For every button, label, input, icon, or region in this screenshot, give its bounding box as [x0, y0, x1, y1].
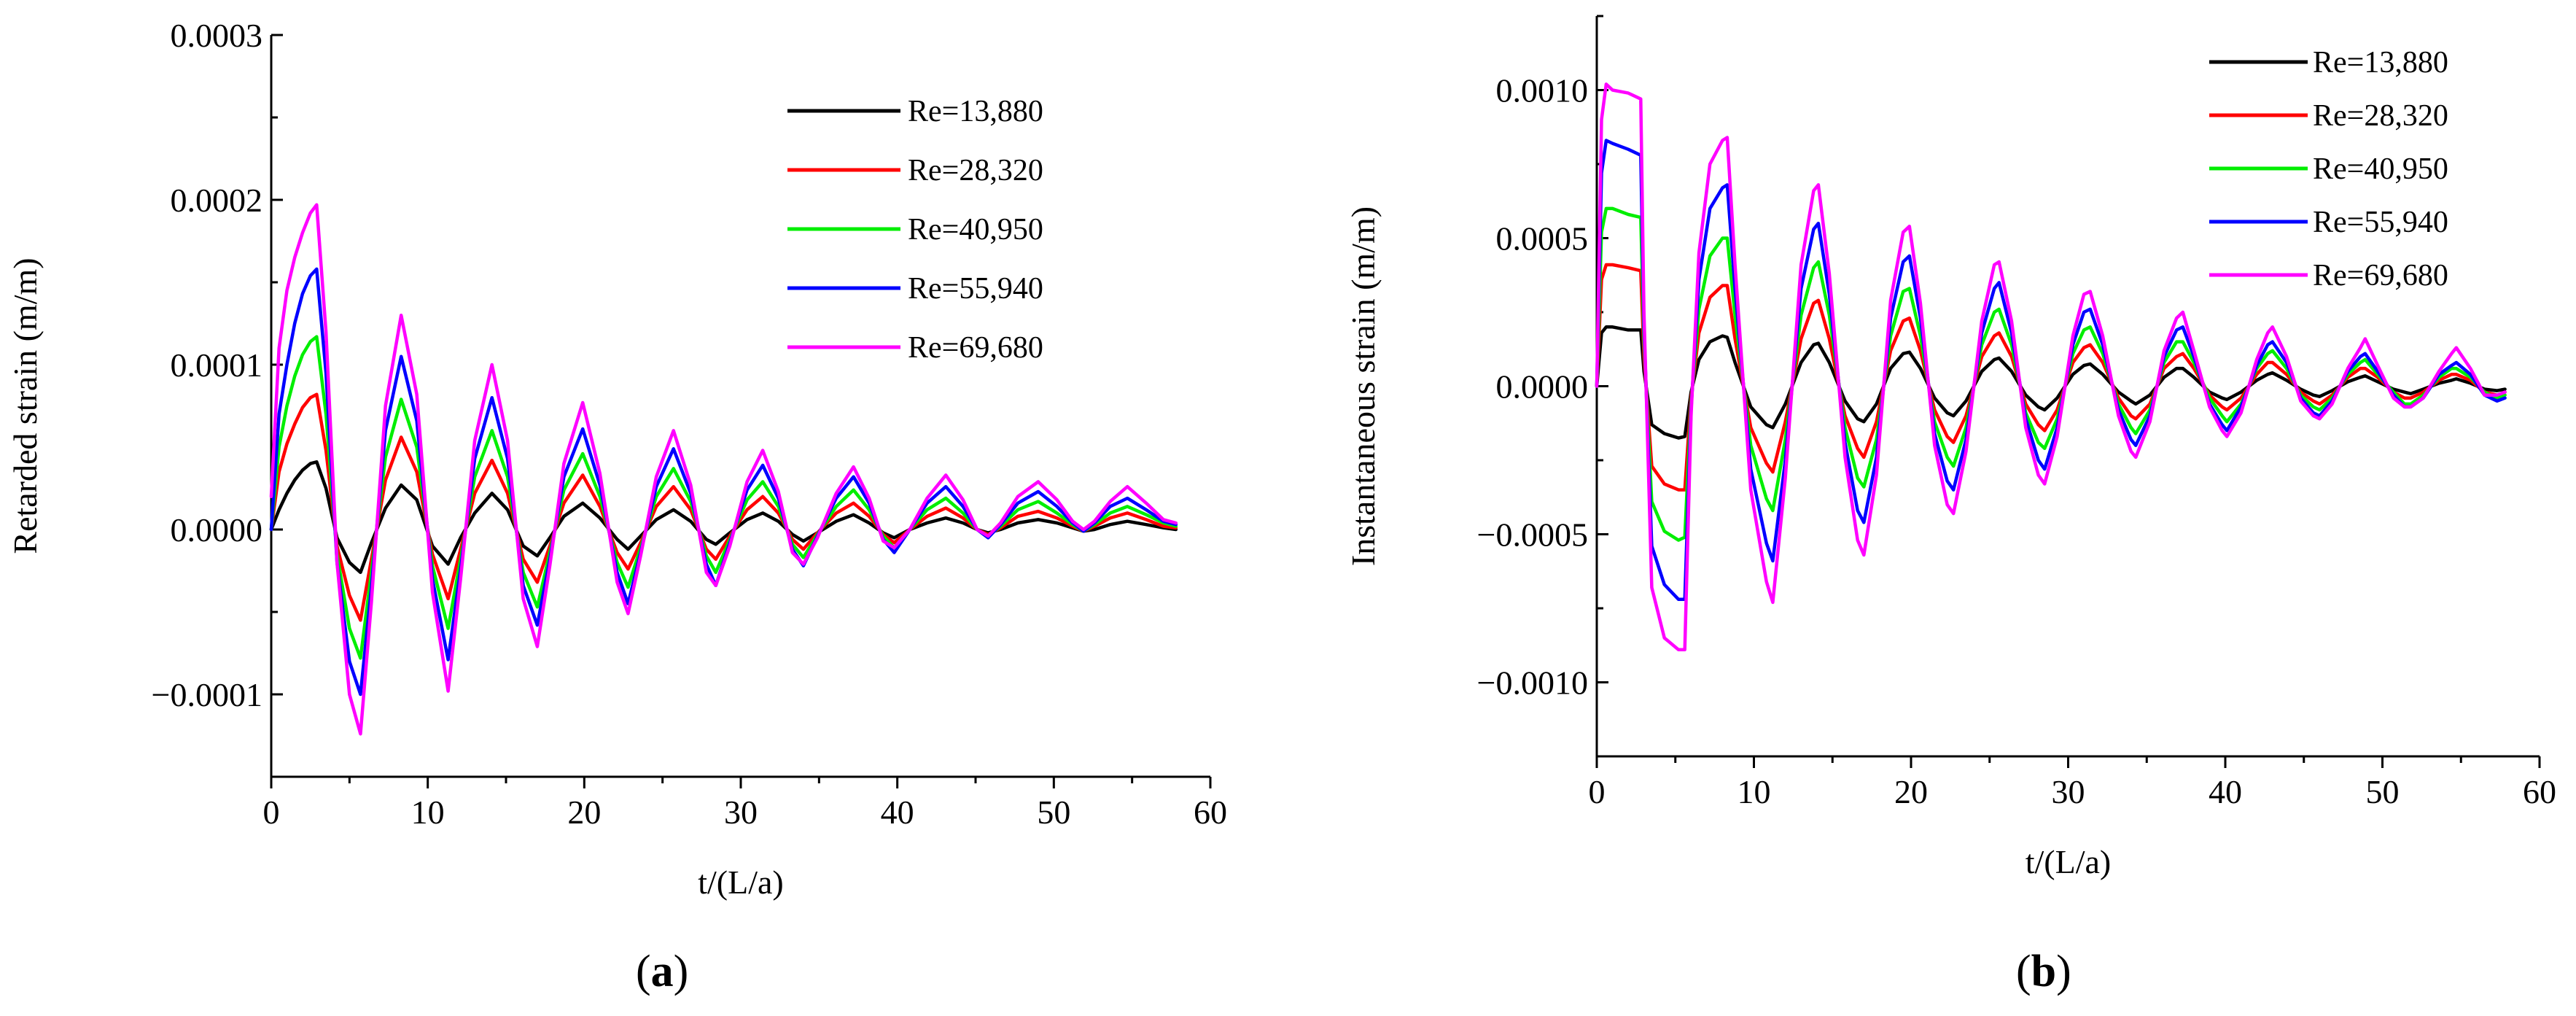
x-tick-label: 20	[567, 794, 601, 831]
legend-label: Re=28,320	[908, 154, 1043, 187]
series-line-55940	[1595, 139, 2507, 602]
legend-label: Re=55,940	[2313, 206, 2448, 239]
y-tick-label: −0.0010	[1477, 664, 1588, 702]
x-tick-label: 10	[1738, 773, 1771, 810]
panel-label: (a)	[636, 947, 688, 996]
panel-letter: b	[2031, 947, 2056, 996]
y-tick-label: 0.0000	[171, 511, 263, 548]
x-tick-label: 40	[881, 794, 914, 831]
legend: Re=13,880 Re=28,320 Re=40,950 Re=55,940 Re=6…	[787, 95, 1043, 365]
series-line-40950	[1595, 206, 2507, 542]
y-axis-title: Instantaneous strain (m/m)	[1345, 206, 1382, 566]
x-tick-label: 50	[2366, 773, 2400, 810]
y-tick-label: 0.0002	[171, 182, 263, 219]
panel-b: 0 10 20 30 40 50 60 −0.0010 −0.0005 0.0000 0.0005 0…	[1345, 15, 2556, 996]
legend-label: Re=28,320	[2313, 99, 2448, 133]
series-line-69680	[269, 203, 1178, 736]
y-tick-label: 0.0005	[1496, 220, 1589, 257]
y-axis-title: Retarded strain (m/m)	[7, 257, 44, 554]
x-tick-label: 0	[263, 794, 280, 831]
x-tick-label: 20	[1894, 773, 1928, 810]
legend-label: Re=40,950	[2313, 152, 2448, 186]
x-tick-label: 0	[1589, 773, 1606, 810]
y-tick-label: −0.0001	[152, 676, 262, 713]
x-tick-label: 50	[1037, 794, 1070, 831]
legend-label: Re=69,680	[2313, 259, 2448, 292]
legend-label: Re=13,880	[2313, 46, 2448, 80]
y-tick-label: −0.0005	[1477, 516, 1588, 554]
legend-label: Re=40,950	[908, 213, 1043, 247]
legend-label: Re=13,880	[908, 95, 1043, 128]
series-line-13880	[269, 460, 1178, 575]
y-tick-label: 0.0000	[1496, 368, 1589, 406]
legend: Re=13,880 Re=28,320 Re=40,950 Re=55,940 Re=6…	[2209, 46, 2448, 292]
x-tick-label: 30	[2052, 773, 2085, 810]
y-tick-label: 0.0001	[171, 346, 263, 384]
panel-letter: a	[651, 947, 674, 996]
panel-a: 0 10 20 30 40 50 60 −0.0001 0.0000 0.0001 0.0002 0.…	[7, 17, 1227, 996]
x-tick-label: 60	[1194, 794, 1227, 831]
series-line-13880	[1595, 325, 2507, 440]
x-tick-label: 30	[724, 794, 758, 831]
x-tick-label: 60	[2523, 773, 2556, 810]
legend-label: Re=69,680	[908, 331, 1043, 365]
y-tick-label: 0.0003	[171, 17, 263, 54]
x-axis-title: t/(L/a)	[2026, 843, 2112, 880]
y-tick-label: 0.0010	[1496, 72, 1589, 109]
series-line-28320	[1595, 263, 2507, 492]
series-line-28320	[269, 392, 1178, 622]
x-tick-label: 40	[2209, 773, 2242, 810]
legend-label: Re=55,940	[908, 272, 1043, 306]
panel-label: (b)	[2016, 947, 2071, 996]
x-tick-label: 10	[411, 794, 445, 831]
series-line-69680	[1595, 82, 2507, 652]
series-line-40950	[269, 335, 1178, 660]
x-axis-title: t/(L/a)	[698, 864, 784, 901]
